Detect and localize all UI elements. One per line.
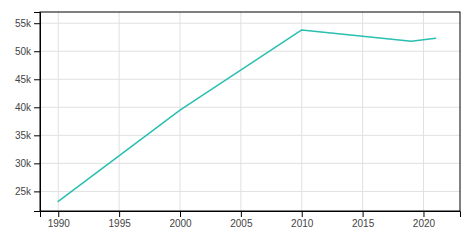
grid-line-y <box>40 107 460 108</box>
y-axis: 25k 30k 35k 40k 45k 50k 55k <box>15 13 41 212</box>
x-tick: 2000 <box>169 211 192 229</box>
x-axis-line <box>41 212 461 218</box>
y-tick-label: 55k <box>15 18 32 29</box>
x-axis: 1990 1995 2000 2005 2010 2015 2020 <box>41 211 461 229</box>
x-tick-label: 1995 <box>109 218 132 229</box>
y-axis-line <box>34 13 41 212</box>
grid <box>40 12 460 211</box>
x-tick-mark <box>241 211 242 217</box>
y-tick-mark <box>34 79 40 80</box>
x-tick-label: 2015 <box>352 218 375 229</box>
x-tick: 2010 <box>291 211 314 229</box>
x-tick: 2020 <box>413 211 436 229</box>
y-tick: 45k <box>15 74 40 85</box>
x-tick-mark <box>363 211 364 217</box>
grid-line-x <box>58 12 59 211</box>
grid-line-y <box>40 191 460 192</box>
y-tick-label: 30k <box>15 158 32 169</box>
x-tick-label: 2010 <box>291 218 314 229</box>
x-tick-mark <box>58 211 59 217</box>
y-tick: 35k <box>15 130 40 141</box>
grid-line-y <box>40 163 460 164</box>
grid-line-y <box>40 51 460 52</box>
grid-line-x <box>119 12 120 211</box>
y-tick-mark <box>34 191 40 192</box>
y-tick-label: 35k <box>15 130 32 141</box>
x-tick-label: 1990 <box>48 218 71 229</box>
line <box>58 30 435 202</box>
x-tick-label: 2005 <box>230 218 253 229</box>
x-tick-label: 2000 <box>169 218 192 229</box>
x-tick: 1995 <box>109 211 132 229</box>
x-tick: 2015 <box>352 211 375 229</box>
grid-line-y <box>40 135 460 136</box>
x-tick: 2005 <box>230 211 253 229</box>
grid-line-x <box>423 12 424 211</box>
x-tick: 1990 <box>48 211 71 229</box>
x-tick-label: 2020 <box>413 218 436 229</box>
y-tick-mark <box>34 51 40 52</box>
y-tick-label: 25k <box>15 186 32 197</box>
x-tick-mark <box>423 211 424 217</box>
y-tick: 25k <box>15 186 40 197</box>
grid-line-y <box>40 79 460 80</box>
y-tick: 55k <box>15 18 40 29</box>
marks <box>58 30 435 202</box>
y-tick-label: 45k <box>15 74 32 85</box>
grid-line-x <box>240 12 241 211</box>
x-tick-mark <box>302 211 303 217</box>
y-tick: 50k <box>15 46 40 57</box>
grid-line-x <box>180 12 181 211</box>
x-tick-mark <box>180 211 181 217</box>
y-tick-mark <box>34 135 40 136</box>
y-tick: 30k <box>15 158 40 169</box>
y-tick-mark <box>34 163 40 164</box>
plot-frame <box>40 12 460 211</box>
grid-line-x <box>301 12 302 211</box>
grid-line-y <box>40 23 460 24</box>
chart: 1990 1995 2000 2005 2010 2015 2020 25k 30k 35k 40k… <box>0 0 474 237</box>
grid-line-x <box>362 12 363 211</box>
y-tick-mark <box>34 23 40 24</box>
x-tick-mark <box>119 211 120 217</box>
y-tick: 40k <box>15 102 40 113</box>
y-tick-label: 50k <box>15 46 32 57</box>
y-tick-label: 40k <box>15 102 32 113</box>
plot-area: 1990 1995 2000 2005 2010 2015 2020 25k 30k 35k 40k… <box>15 12 461 229</box>
y-tick-mark <box>34 107 40 108</box>
